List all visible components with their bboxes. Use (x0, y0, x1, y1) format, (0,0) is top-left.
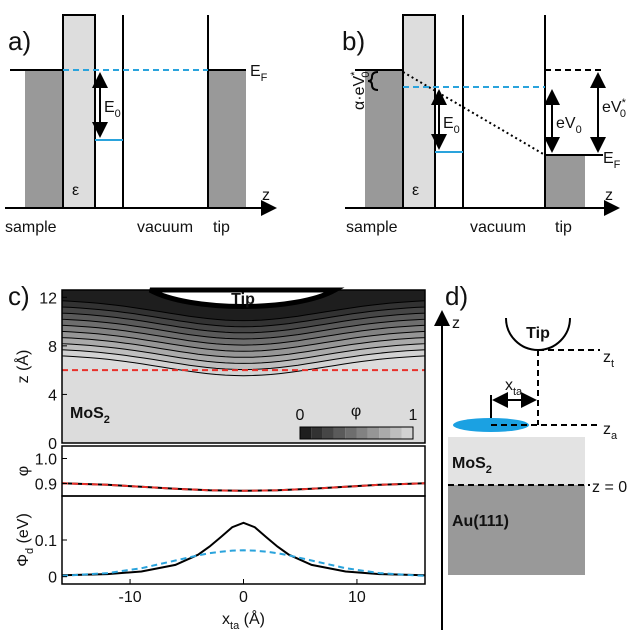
text-part: x (222, 611, 230, 628)
y-axis-label: z (Å) (13, 350, 32, 384)
plot-frame (61, 289, 426, 444)
y-tick-label: 0 (48, 436, 57, 453)
material-label: MoS2 (70, 405, 110, 426)
y-tick-label: 1.0 (35, 452, 57, 469)
text-part: 2 (104, 414, 110, 426)
au-layer (448, 485, 585, 575)
barrier (402, 14, 436, 209)
plot-frame (61, 445, 426, 497)
evstar-label: eV* 0 (602, 97, 627, 120)
y-tick-label: 0 (48, 570, 57, 587)
tip-label: Tip (526, 325, 550, 342)
colorbar-tick: 1 (409, 407, 418, 424)
text-part: Φ (15, 554, 32, 567)
text-part: MoS (70, 405, 104, 422)
y-tick-label: 0.1 (35, 533, 57, 550)
y-tick-label: 4 (48, 387, 57, 404)
tip-shape (148, 287, 345, 309)
colorbar-cell (333, 427, 346, 439)
region-label: sample (5, 219, 57, 236)
dashed-guide (537, 349, 600, 425)
colorbar-cell (379, 427, 391, 439)
e0-label: E0 (104, 99, 121, 120)
data-line (61, 521, 426, 577)
z0-label: z = 0 (592, 479, 627, 496)
axis-label: Φd (eV) (15, 513, 36, 567)
colorbar-cell (356, 427, 368, 439)
region-label: vacuum (470, 219, 526, 236)
text-part: d (24, 548, 36, 554)
text-part: (Å) (239, 609, 265, 628)
tip-label: Tip (231, 291, 255, 308)
epsilon: ε (72, 182, 79, 199)
text-part: ta (230, 620, 240, 632)
region-label: tip (555, 219, 572, 236)
sample-band (25, 70, 63, 208)
panel-d: d) z Tip zt xta za z = 0 MoS2 Au(111) (434, 281, 627, 630)
data-line (61, 549, 426, 577)
colorbar-label: φ (351, 403, 361, 420)
barrier (62, 14, 96, 209)
axis-label: z (452, 315, 460, 332)
axis-label: z (262, 187, 270, 204)
y-tick-label: 8 (48, 339, 57, 356)
mos2-label: MoS2 (452, 455, 492, 476)
colorbar-tick: 0 (296, 407, 305, 424)
y-tick-label: 12 (39, 290, 57, 307)
y-tick-label: 0.9 (35, 477, 57, 494)
e0-label: E0 (443, 115, 460, 136)
panel-label: d) (445, 281, 468, 311)
tip-band (545, 155, 585, 208)
region-label: sample (346, 219, 398, 236)
colorbar-cell (390, 427, 402, 439)
region-label: tip (213, 219, 230, 236)
epsilon: ε (412, 182, 419, 199)
panel-label: b) (342, 26, 365, 56)
za-label: za (603, 421, 618, 442)
colorbar-cell (300, 427, 312, 439)
x-tick-label: 0 (239, 589, 248, 606)
sample-band (365, 70, 403, 208)
axis-label: xta (Å) (222, 609, 265, 632)
colorbar-cell (322, 427, 334, 439)
x-tick-label: -10 (119, 589, 142, 606)
region-label: vacuum (137, 219, 193, 236)
alpha-label: α·eV*0 (349, 71, 372, 110)
ef-label: EF (603, 150, 621, 171)
text-part: (eV) (15, 513, 32, 548)
y-axis-label: φ (15, 466, 32, 476)
panel-label: a) (8, 26, 31, 56)
zt-label: zt (603, 349, 614, 370)
xta-label: xta (505, 377, 523, 398)
panel-a: a) E0 EF ε z sample vacuum tip (5, 14, 277, 236)
ev0-label: eV0 (556, 115, 582, 136)
axis-label: z (605, 187, 613, 204)
tip-band (208, 70, 246, 208)
colorbar-cell (345, 427, 357, 439)
mos2-layer (448, 437, 585, 485)
colorbar-cell (367, 427, 380, 439)
au-label: Au(111) (452, 513, 509, 530)
ef-label: EF (250, 63, 268, 84)
colorbar-cell (311, 427, 323, 439)
brace (367, 71, 379, 91)
panel-label: c) (8, 281, 30, 311)
colorbar-frame (299, 426, 414, 440)
data-line (61, 482, 426, 492)
panel-b: b) α·eV*0 E0 eV0 eV* 0 EF ε z sample vacu… (342, 14, 627, 236)
colorbar-cell (401, 427, 413, 439)
x-tick-label: 10 (348, 589, 366, 606)
